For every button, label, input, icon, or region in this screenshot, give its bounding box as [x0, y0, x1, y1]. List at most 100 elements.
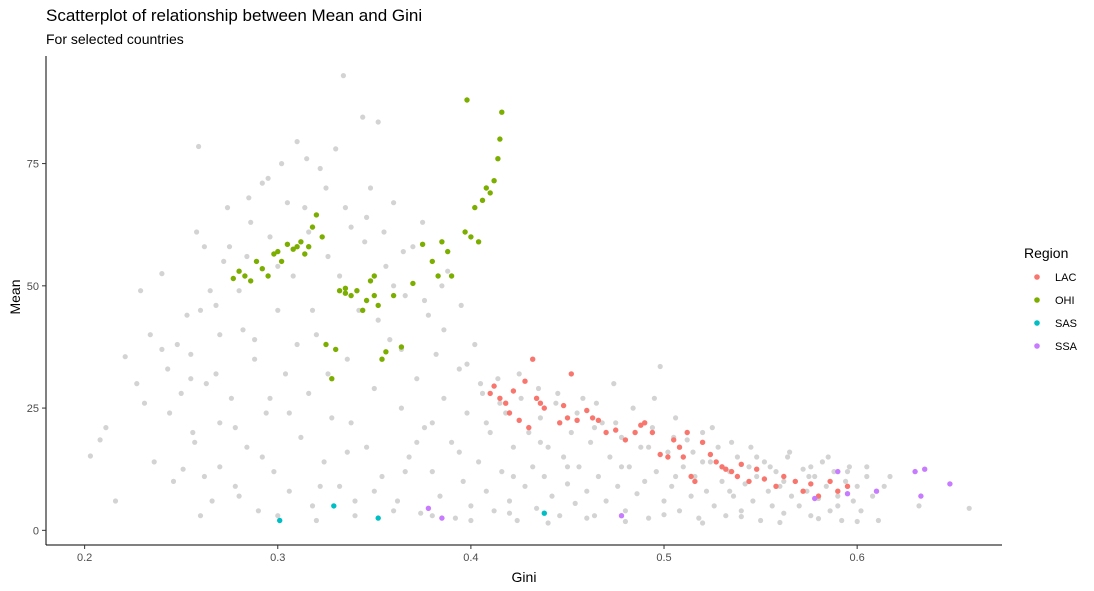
point-lac — [642, 420, 648, 426]
background-point — [147, 332, 153, 338]
background-point — [595, 473, 602, 480]
point-lac — [684, 429, 690, 436]
background-point — [333, 146, 339, 152]
background-point — [777, 483, 783, 489]
point-lac — [680, 454, 686, 460]
background-point — [371, 488, 377, 494]
background-point — [381, 229, 387, 235]
point-lac — [808, 481, 814, 487]
background-point — [356, 307, 362, 313]
background-point — [787, 449, 793, 455]
background-point — [170, 478, 177, 484]
background-point — [748, 444, 754, 450]
point-lac — [574, 417, 580, 423]
background-point — [599, 420, 605, 426]
point-ohi — [462, 229, 468, 235]
background-point — [217, 420, 223, 426]
point-ohi — [294, 244, 300, 250]
background-point — [306, 390, 312, 396]
point-ohi — [259, 266, 265, 272]
background-point — [188, 351, 194, 357]
background-point — [221, 258, 227, 264]
background-point — [445, 268, 451, 274]
point-lac — [835, 488, 841, 494]
point-ohi — [336, 288, 343, 294]
point-lac — [649, 429, 656, 436]
background-point — [224, 205, 231, 211]
background-point — [294, 139, 300, 145]
background-point — [823, 483, 829, 489]
background-point — [537, 415, 544, 421]
background-point — [534, 505, 540, 511]
background-point — [302, 205, 308, 211]
point-sas — [331, 503, 337, 509]
point-ohi — [253, 258, 260, 265]
background-point — [804, 488, 810, 494]
background-point — [197, 307, 204, 313]
background-point — [203, 381, 209, 387]
background-point — [812, 473, 818, 480]
point-ohi — [298, 239, 304, 245]
background-point — [252, 356, 258, 362]
point-ohi — [487, 190, 493, 196]
legend-key-ohi — [1034, 297, 1040, 303]
background-point — [425, 312, 431, 318]
background-point — [777, 519, 783, 526]
legend-label-lac: LAC — [1055, 272, 1076, 284]
background-point — [298, 434, 304, 440]
background-point — [734, 454, 741, 460]
background-point — [437, 493, 443, 499]
background-point — [201, 244, 207, 250]
background-point — [738, 508, 744, 514]
point-lac — [541, 405, 547, 411]
background-point — [352, 498, 358, 504]
background-point — [151, 459, 157, 465]
point-lac — [526, 424, 532, 431]
background-point — [207, 288, 213, 294]
point-ohi — [464, 97, 470, 103]
background-point — [750, 498, 756, 504]
background-point — [634, 491, 640, 497]
point-ohi — [410, 280, 416, 287]
background-point — [275, 307, 281, 313]
background-point — [561, 454, 567, 460]
background-point — [87, 453, 93, 459]
background-point — [304, 156, 310, 162]
point-lac — [638, 422, 644, 428]
point-ohi — [367, 278, 374, 284]
background-point — [576, 464, 582, 470]
background-point — [259, 180, 265, 186]
background-point — [263, 410, 269, 416]
point-ssa — [618, 513, 625, 519]
background-point — [375, 317, 381, 323]
background-point — [530, 464, 536, 470]
background-point — [375, 119, 381, 125]
background-point — [317, 483, 323, 489]
background-point — [808, 513, 814, 519]
point-ohi — [271, 251, 277, 257]
background-point — [854, 518, 860, 525]
point-lac — [533, 395, 540, 401]
point-ohi — [363, 297, 370, 304]
background-point — [723, 513, 729, 519]
y-tick-label: 75 — [27, 159, 39, 171]
background-point — [348, 224, 354, 230]
background-point — [441, 327, 447, 333]
background-point — [696, 515, 702, 521]
background-point — [362, 239, 368, 245]
background-point — [180, 466, 186, 472]
background-point — [881, 483, 887, 489]
background-point — [420, 219, 426, 225]
background-point — [781, 510, 787, 516]
background-point — [439, 283, 445, 289]
background-point — [323, 185, 329, 191]
plot-points — [87, 73, 972, 526]
background-point — [730, 493, 737, 499]
background-point — [290, 273, 296, 279]
background-point — [348, 420, 354, 426]
background-point — [414, 376, 420, 382]
point-lac — [738, 461, 744, 467]
background-point — [476, 459, 482, 465]
background-point — [340, 73, 346, 79]
point-ohi — [348, 292, 354, 299]
